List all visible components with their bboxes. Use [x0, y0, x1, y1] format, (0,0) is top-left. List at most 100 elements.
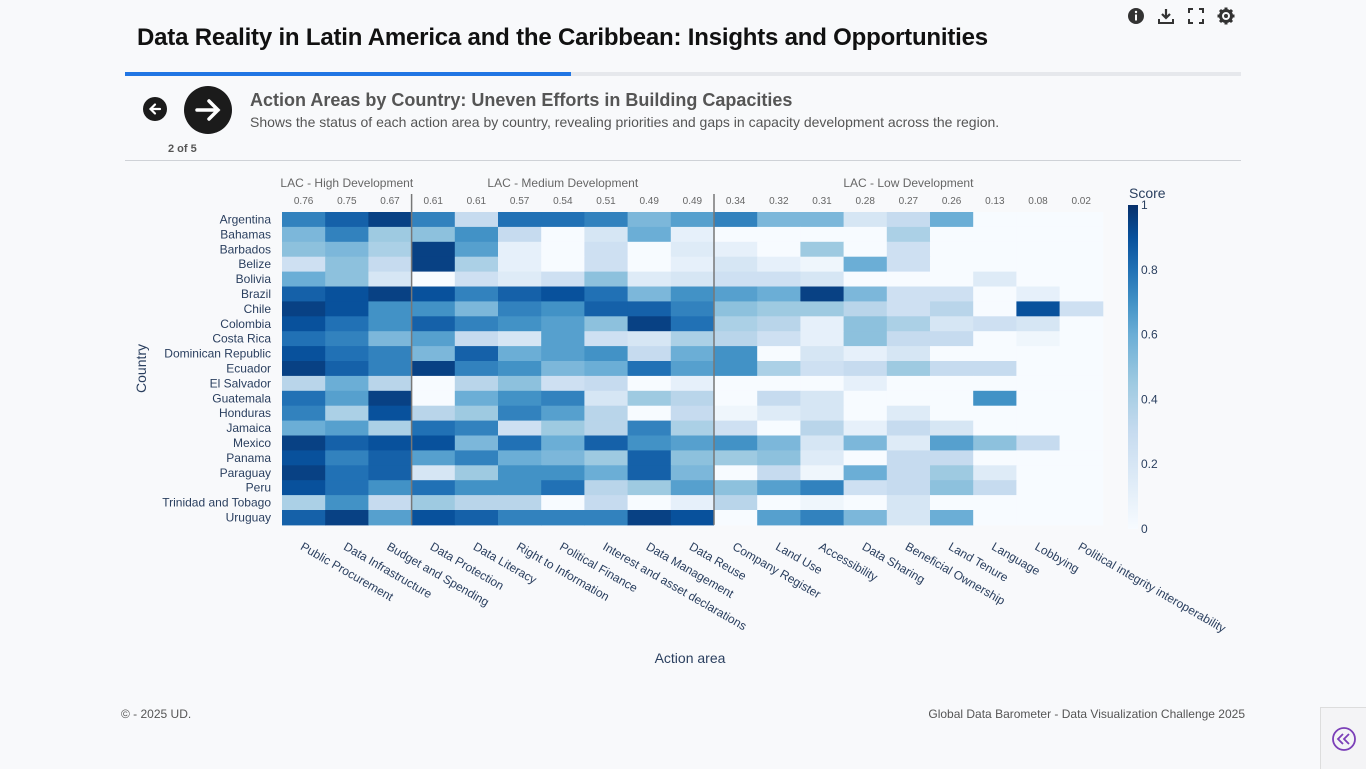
- heatmap-cell: [843, 420, 888, 436]
- heatmap-cell: [325, 241, 369, 258]
- previous-step-button[interactable]: [143, 97, 167, 121]
- y-tick-label: Brazil: [241, 287, 271, 301]
- heatmap-cell: [627, 405, 672, 422]
- heatmap-cell: [368, 450, 413, 466]
- heatmap-cell: [973, 271, 1017, 287]
- heatmap-cell: [757, 256, 801, 273]
- heatmap-cell: [930, 450, 974, 466]
- heatmap-cell: [714, 316, 758, 332]
- heatmap-cell: [886, 495, 931, 511]
- heatmap-cell: [454, 256, 499, 273]
- heatmap-cell: [368, 301, 413, 317]
- y-tick-label: Argentina: [220, 212, 272, 226]
- heatmap-cell: [973, 450, 1017, 466]
- heatmap-cell: [973, 405, 1017, 422]
- fullscreen-icon[interactable]: [1186, 6, 1206, 26]
- heatmap-cell: [498, 375, 542, 392]
- heatmap-cell: [282, 241, 326, 258]
- heatmap-cell: [498, 226, 542, 243]
- heatmap-cell: [1016, 495, 1061, 511]
- heatmap-cell: [886, 286, 931, 302]
- colorbar-tick-label: 0.8: [1141, 263, 1158, 277]
- heatmap-cell: [584, 286, 629, 302]
- heatmap-cell: [800, 495, 845, 511]
- heatmap-cell: [411, 241, 456, 258]
- heatmap-cell: [1016, 316, 1061, 332]
- next-step-button[interactable]: [184, 86, 232, 134]
- heatmap-cell: [757, 480, 801, 496]
- heatmap-cell: [627, 390, 672, 407]
- info-icon[interactable]: [1126, 6, 1146, 26]
- heatmap-cell: [411, 256, 456, 273]
- heatmap-cell: [800, 435, 845, 451]
- heatmap-cell: [843, 301, 888, 317]
- column-average-label: 0.32: [769, 196, 789, 207]
- side-panel-toggle[interactable]: [1320, 707, 1366, 769]
- heatmap-cell: [541, 420, 585, 436]
- heatmap-cell: [368, 361, 413, 377]
- heatmap-cell: [886, 346, 931, 362]
- download-icon[interactable]: [1156, 6, 1176, 26]
- heatmap-cell: [282, 301, 326, 317]
- heatmap-cell: [282, 510, 326, 526]
- heatmap-cell: [670, 510, 715, 526]
- heatmap-cell: [627, 226, 672, 243]
- heatmap-cell: [454, 510, 499, 526]
- heatmap-cell: [800, 361, 845, 377]
- heatmap-cell: [1016, 301, 1061, 317]
- heatmap-cell: [886, 316, 931, 332]
- heatmap-cell: [714, 241, 758, 258]
- heatmap-cell: [1059, 226, 1104, 243]
- heatmap-cell: [541, 450, 585, 466]
- heatmap-cell: [282, 405, 326, 422]
- heatmap-cell: [498, 465, 542, 481]
- heatmap-cell: [541, 256, 585, 273]
- heatmap-cell: [714, 361, 758, 377]
- heatmap-cell: [368, 495, 413, 511]
- heatmap-cell: [1059, 390, 1104, 407]
- heatmap-cell: [973, 241, 1017, 258]
- heatmap-cell: [454, 212, 499, 228]
- y-tick-label: Peru: [246, 481, 271, 495]
- heatmap-cell: [930, 301, 974, 317]
- heatmap-cell: [454, 450, 499, 466]
- heatmap-cell: [930, 405, 974, 422]
- heatmap-cell: [1059, 212, 1104, 228]
- heatmap-cell: [930, 226, 974, 243]
- column-average-label: 0.75: [337, 196, 357, 207]
- heatmap-cell: [325, 346, 369, 362]
- heatmap-cell: [627, 495, 672, 511]
- double-chevron-left-icon: [1332, 726, 1356, 751]
- y-tick-label: Mexico: [233, 436, 271, 450]
- heatmap-cell: [1059, 361, 1104, 377]
- colorbar-tick-label: 0.4: [1141, 392, 1158, 406]
- heatmap-cell: [843, 361, 888, 377]
- section-divider: [125, 160, 1241, 161]
- column-average-label: 0.49: [639, 196, 659, 207]
- heatmap-cell: [584, 346, 629, 362]
- settings-icon[interactable]: [1216, 6, 1236, 26]
- heatmap-cell: [800, 212, 845, 228]
- colorbar-tick-label: 0.2: [1141, 457, 1158, 471]
- heatmap-cell: [714, 301, 758, 317]
- heatmap-cell: [757, 346, 801, 362]
- heatmap-cell: [973, 226, 1017, 243]
- heatmap-cell: [843, 316, 888, 332]
- heatmap-cell: [498, 405, 542, 422]
- toolbar: [1126, 6, 1236, 26]
- heatmap-cell: [627, 480, 672, 496]
- heatmap-cell: [454, 271, 499, 287]
- heatmap-cell: [670, 405, 715, 422]
- heatmap-cell: [714, 480, 758, 496]
- heatmap-cell: [800, 226, 845, 243]
- heatmap-cell: [670, 301, 715, 317]
- heatmap-cell: [714, 331, 758, 347]
- heatmap-cell: [541, 510, 585, 526]
- heatmap-cell: [498, 390, 542, 407]
- column-average-label: 0.34: [726, 196, 746, 207]
- heatmap-cell: [282, 346, 326, 362]
- column-average-label: 0.61: [467, 196, 487, 207]
- heatmap-cell: [325, 212, 369, 228]
- heatmap-cell: [800, 465, 845, 481]
- heatmap-cell: [282, 450, 326, 466]
